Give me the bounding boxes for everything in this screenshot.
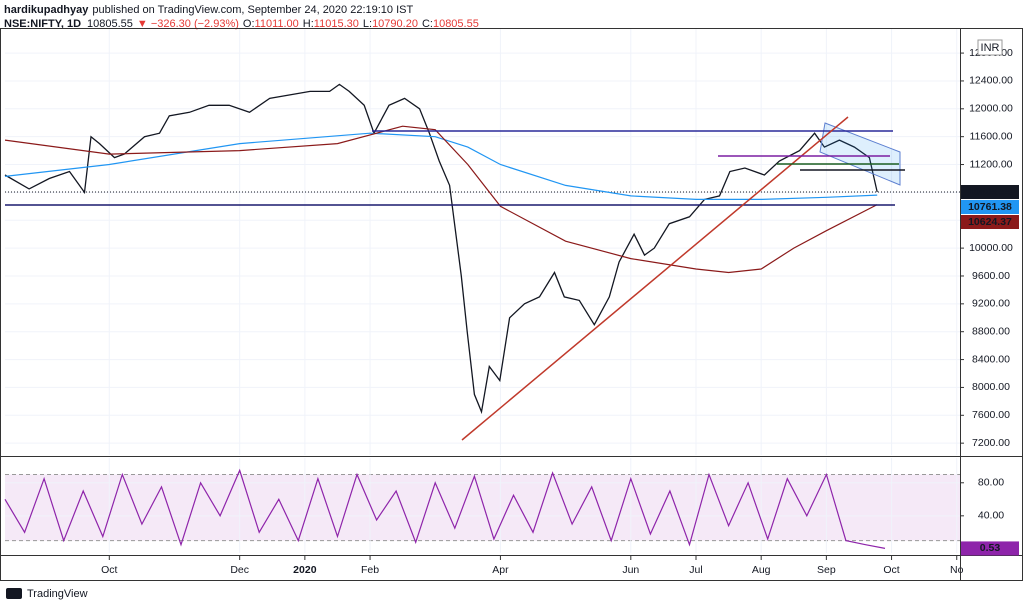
h-value: 11015.30 — [314, 18, 359, 30]
last-price: 10805.55 — [87, 18, 133, 30]
x-tick-label: Apr — [492, 564, 509, 576]
series-line — [4, 468, 886, 549]
x-tick-label: Sep — [817, 564, 836, 576]
y-tick-label: 12400.00 — [969, 75, 1013, 87]
x-tick-label: Oct — [883, 564, 899, 576]
last-value-label: 10624.37 — [968, 216, 1012, 228]
trend-line — [461, 116, 849, 441]
last-value-tag — [961, 200, 1019, 215]
x-tick-label: Jul — [689, 564, 702, 576]
x-tick-label: Dec — [230, 564, 249, 576]
y-tick-label: 10000.00 — [969, 242, 1013, 254]
x-tick-label: Aug — [752, 564, 771, 576]
y-tick-label: 11600.00 — [969, 130, 1012, 142]
symbol-line: NSE:NIFTY, 1D 10805.55 ▼ −326.30 (−2.93%) O… — [4, 18, 479, 30]
c-value: 10805.55 — [433, 18, 479, 30]
plot-area: 7200.00 7600.00 8000.00 8400.00 8800.00 9200.… — [4, 28, 1013, 576]
o-value: 11011.00 — [255, 18, 299, 30]
currency: INR — [981, 42, 1000, 54]
change: ▼ −326.30 (−2.93%) — [137, 18, 239, 30]
y-tick-label: 40.00 — [978, 510, 1004, 522]
y-tick-label: 8800.00 — [972, 325, 1010, 337]
publish-line: hardikupadhyay published on TradingView.c… — [4, 4, 413, 16]
last-value-label: 0.53 — [980, 542, 1001, 554]
series-line — [4, 125, 878, 274]
last-value-tag — [961, 541, 1019, 556]
series-line — [4, 83, 878, 415]
last-value-label: 10805.55 — [968, 186, 1012, 198]
currency-box[interactable] — [977, 39, 1003, 56]
x-tick-label: Oct — [101, 564, 117, 576]
x-tick-label: No — [950, 564, 964, 576]
o-label: O: — [243, 18, 255, 30]
x-tick-label: Feb — [361, 564, 379, 576]
x-tick-label: 2020 — [293, 564, 317, 576]
last-value-label: 10761.38 — [968, 201, 1012, 213]
brand-logo — [6, 588, 22, 599]
author: hardikupadhyay — [4, 4, 89, 16]
l-value: 10790.20 — [372, 18, 418, 30]
y-tick-label: 11200.00 — [969, 158, 1012, 170]
y-tick-label: 80.00 — [978, 477, 1004, 489]
y-tick-label: 9600.00 — [972, 270, 1010, 282]
y-tick-label: 8400.00 — [972, 353, 1010, 365]
x-tick-label: Jun — [622, 564, 639, 576]
symbol: NSE:NIFTY, 1D — [4, 18, 81, 30]
brand: TradingView — [27, 588, 88, 600]
y-tick-label: 12000.00 — [969, 103, 1013, 115]
drawings — [5, 116, 905, 441]
y-tick-label: 7600.00 — [972, 409, 1010, 421]
h-label: H: — [303, 18, 314, 30]
c-label: C: — [422, 18, 433, 30]
last-value-tag — [961, 215, 1019, 230]
y-tick-label: 7200.00 — [972, 437, 1010, 449]
y-tick-label: 8000.00 — [972, 381, 1010, 393]
l-label: L: — [363, 18, 372, 30]
published: published on TradingView.com, September … — [92, 4, 413, 16]
rsi-band — [5, 474, 960, 541]
series-line — [4, 132, 878, 200]
last-value-tag — [961, 185, 1019, 200]
y-tick-label: 9200.00 — [972, 298, 1010, 310]
